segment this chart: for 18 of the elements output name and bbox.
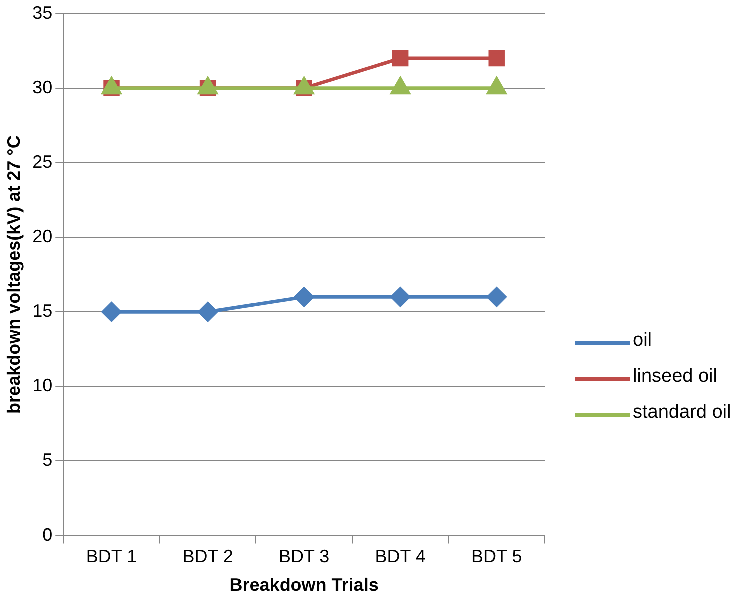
x-axis-title: Breakdown Trials	[230, 575, 379, 596]
legend-label: linseed oil	[633, 366, 718, 388]
y-tick-label: 10	[32, 376, 53, 396]
x-tick-label: BDT 2	[182, 546, 234, 567]
y-axis-title: breakdown voltages(kV) at 27 °C	[4, 136, 24, 414]
x-tick-label: BDT 4	[375, 546, 426, 567]
y-tick-label: 30	[32, 77, 53, 98]
y-tick-label: 15	[32, 301, 53, 322]
y-tick-label: 5	[42, 450, 53, 470]
y-tick-label: 25	[32, 152, 53, 172]
y-tick-label: 20	[32, 226, 53, 246]
x-tick-label: BDT 3	[278, 546, 330, 567]
x-tick-label: BDT 5	[472, 546, 522, 567]
y-tick-label: 0	[42, 524, 53, 545]
x-tick-label: BDT 1	[86, 546, 138, 567]
legend-label: standard oil	[633, 402, 732, 424]
legend-label: oil	[633, 330, 652, 352]
y-tick-label: 35	[32, 2, 53, 23]
